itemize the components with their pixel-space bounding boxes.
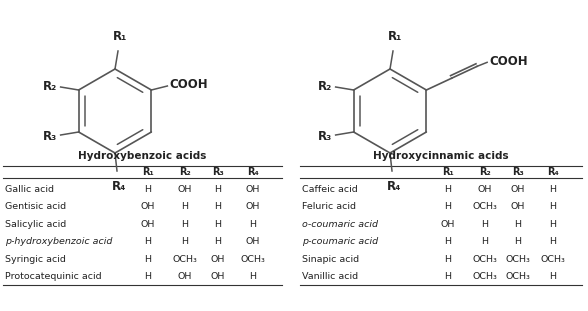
Text: R₂: R₂	[42, 80, 56, 92]
Text: OCH₃: OCH₃	[473, 255, 497, 264]
Text: H: H	[445, 255, 452, 264]
Text: OCH₃: OCH₃	[506, 272, 530, 281]
Text: H: H	[145, 237, 152, 246]
Text: R₁: R₁	[388, 30, 402, 43]
Text: OH: OH	[478, 185, 492, 194]
Text: H: H	[215, 237, 222, 246]
Text: R₃: R₃	[318, 129, 332, 142]
Text: R₄: R₄	[547, 167, 559, 177]
Text: OH: OH	[178, 185, 192, 194]
Text: o-coumaric acid: o-coumaric acid	[302, 220, 378, 229]
Text: H: H	[550, 185, 556, 194]
Text: H: H	[445, 202, 452, 211]
Text: OH: OH	[141, 220, 155, 229]
Text: R₄: R₄	[387, 180, 401, 193]
Text: OH: OH	[246, 185, 260, 194]
Text: H: H	[550, 237, 556, 246]
Text: H: H	[445, 272, 452, 281]
Text: OCH₃: OCH₃	[540, 255, 566, 264]
Text: COOH: COOH	[489, 55, 528, 68]
Text: p-hydroxybenzoic acid: p-hydroxybenzoic acid	[5, 237, 112, 246]
Text: R₄: R₄	[247, 167, 259, 177]
Text: OH: OH	[246, 202, 260, 211]
Text: H: H	[249, 272, 256, 281]
Text: Hydroxybenzoic acids: Hydroxybenzoic acids	[78, 151, 207, 161]
Text: Salicylic acid: Salicylic acid	[5, 220, 66, 229]
Text: OCH₃: OCH₃	[240, 255, 265, 264]
Text: OH: OH	[246, 237, 260, 246]
Text: R₁: R₁	[442, 167, 454, 177]
Text: Syringic acid: Syringic acid	[5, 255, 66, 264]
Text: Caffeic acid: Caffeic acid	[302, 185, 358, 194]
Text: H: H	[514, 237, 522, 246]
Text: OH: OH	[211, 272, 225, 281]
Text: Vanillic acid: Vanillic acid	[302, 272, 358, 281]
Text: Sinapic acid: Sinapic acid	[302, 255, 359, 264]
Text: H: H	[145, 255, 152, 264]
Text: COOH: COOH	[169, 78, 208, 91]
Text: H: H	[182, 220, 189, 229]
Text: OH: OH	[178, 272, 192, 281]
Text: H: H	[215, 220, 222, 229]
Text: H: H	[445, 237, 452, 246]
Text: R₃: R₃	[42, 129, 56, 142]
Text: H: H	[145, 272, 152, 281]
Text: OH: OH	[211, 255, 225, 264]
Text: Feluric acid: Feluric acid	[302, 202, 356, 211]
Text: OH: OH	[141, 202, 155, 211]
Text: OH: OH	[511, 202, 525, 211]
Text: H: H	[249, 220, 256, 229]
Text: OCH₃: OCH₃	[473, 272, 497, 281]
Text: R₁: R₁	[142, 167, 154, 177]
Text: R₃: R₃	[212, 167, 224, 177]
Text: R₄: R₄	[112, 180, 126, 193]
Text: H: H	[514, 220, 522, 229]
Text: R₂: R₂	[318, 80, 332, 92]
Text: OH: OH	[511, 185, 525, 194]
Text: Hydroxycinnamic acids: Hydroxycinnamic acids	[373, 151, 509, 161]
Text: H: H	[182, 202, 189, 211]
Text: p-coumaric acid: p-coumaric acid	[302, 237, 378, 246]
Text: H: H	[182, 237, 189, 246]
Text: H: H	[550, 202, 556, 211]
Text: H: H	[145, 185, 152, 194]
Text: OCH₃: OCH₃	[506, 255, 530, 264]
Text: H: H	[550, 272, 556, 281]
Text: R₂: R₂	[479, 167, 491, 177]
Text: H: H	[445, 185, 452, 194]
Text: H: H	[215, 185, 222, 194]
Text: OCH₃: OCH₃	[172, 255, 198, 264]
Text: Gallic acid: Gallic acid	[5, 185, 54, 194]
Text: R₃: R₃	[512, 167, 524, 177]
Text: H: H	[215, 202, 222, 211]
Text: Gentisic acid: Gentisic acid	[5, 202, 66, 211]
Text: Protocatequinic acid: Protocatequinic acid	[5, 272, 102, 281]
Text: H: H	[482, 220, 489, 229]
Text: R₁: R₁	[113, 30, 127, 43]
Text: H: H	[550, 220, 556, 229]
Text: OH: OH	[441, 220, 455, 229]
Text: R₂: R₂	[179, 167, 191, 177]
Text: OCH₃: OCH₃	[473, 202, 497, 211]
Text: H: H	[482, 237, 489, 246]
